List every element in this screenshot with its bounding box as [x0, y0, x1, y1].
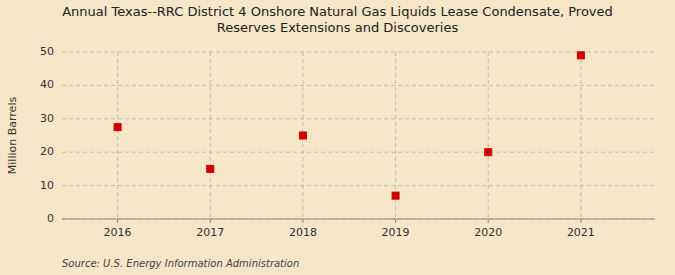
- x-tick: [488, 219, 489, 223]
- title: Annual Texas--RRC District 4 Onshore Nat…: [62, 4, 613, 35]
- y-tick-label: 10: [40, 179, 54, 192]
- y-tick-label: 50: [40, 45, 54, 58]
- x-tick: [580, 219, 581, 223]
- x-tick-label: 2020: [474, 226, 502, 239]
- y-grid-line: [62, 118, 655, 119]
- x-axis-line: [62, 219, 655, 220]
- chart: 0 10 20 30 40 50 2016 2017 2018 2019 2020 2021 Milli…: [0, 0, 675, 275]
- x-tick-label: 2017: [196, 226, 224, 239]
- y-axis-label: Million Barrels: [6, 97, 19, 175]
- title-line: Reserves Extensions and Discoveries: [217, 20, 459, 35]
- y-grid-line: [62, 185, 655, 186]
- x-grid-line: [210, 52, 211, 219]
- x-tick-label: 2019: [382, 226, 410, 239]
- source-note: Source: U.S. Energy Information Administ…: [62, 258, 299, 269]
- x-tick: [117, 219, 118, 223]
- chart-container: 0 10 20 30 40 50 2016 2017 2018 2019 2020 2021 Milli…: [0, 0, 675, 275]
- y-tick-label: 20: [40, 145, 54, 158]
- x-tick-label: 2021: [567, 226, 595, 239]
- point: [207, 165, 214, 172]
- point: [392, 192, 399, 199]
- point: [114, 124, 121, 131]
- x-tick-label: 2018: [289, 226, 317, 239]
- y-grid-line: [62, 85, 655, 86]
- y-tick-label: 40: [40, 78, 54, 91]
- points: [114, 52, 584, 199]
- x-grid-line: [580, 52, 581, 219]
- background: [0, 0, 675, 275]
- y-grid-line: [62, 52, 655, 53]
- x-tick-label: 2016: [104, 226, 132, 239]
- y-grid-line: [62, 219, 655, 220]
- grid: [62, 52, 655, 219]
- x-tick: [395, 219, 396, 223]
- y-grid-line: [62, 152, 655, 153]
- point: [299, 132, 306, 139]
- x-tick: [302, 219, 303, 223]
- x-grid-line: [117, 52, 118, 219]
- y-tick-label: 30: [40, 112, 54, 125]
- y-tick-label: 0: [47, 212, 54, 225]
- x-tick: [210, 219, 211, 223]
- point: [577, 52, 584, 59]
- x-grid-line: [488, 52, 489, 219]
- point: [485, 149, 492, 156]
- title-line: Annual Texas--RRC District 4 Onshore Nat…: [62, 4, 613, 19]
